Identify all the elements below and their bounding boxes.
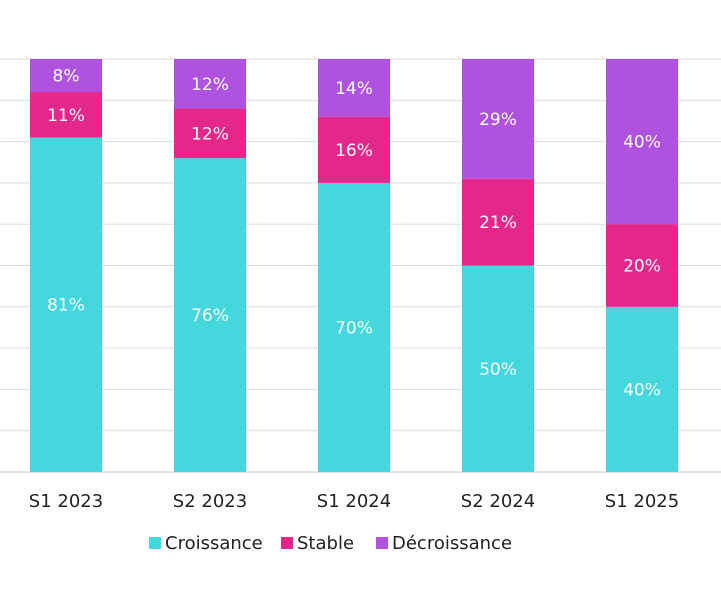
legend-item-croissance: Croissance — [149, 533, 263, 554]
bar-segment-décroissance — [318, 59, 390, 117]
category-tick-label: S2 2023 — [173, 491, 247, 512]
data-label: 76% — [191, 306, 229, 326]
data-label: 14% — [335, 79, 373, 99]
bar-segment-stable — [174, 108, 246, 159]
data-label: 12% — [191, 124, 229, 144]
data-label: 21% — [479, 213, 517, 233]
bar-segment-croissance — [30, 137, 102, 472]
legend: Croissance Stable Décroissance — [149, 533, 512, 554]
bar-segment-stable — [318, 116, 390, 183]
bar-segment-décroissance — [462, 59, 534, 179]
legend-swatch — [376, 537, 388, 549]
data-label: 16% — [335, 141, 373, 161]
data-label: 12% — [191, 75, 229, 95]
legend-item-décroissance: Décroissance — [376, 533, 512, 554]
legend-swatch — [149, 537, 161, 549]
data-label: 20% — [623, 257, 661, 277]
data-label: 70% — [335, 318, 373, 338]
legend-label: Stable — [297, 533, 354, 554]
bar-segment-croissance — [318, 182, 390, 472]
bar-segment-décroissance — [606, 59, 678, 225]
bar-segment-croissance — [174, 158, 246, 472]
bar-segment-décroissance — [30, 59, 102, 93]
legend-item-stable: Stable — [281, 533, 354, 554]
legend-label: Décroissance — [392, 533, 512, 554]
legend-swatch — [281, 537, 293, 549]
data-label: 29% — [479, 110, 517, 130]
bar-segment-stable — [606, 224, 678, 307]
bars — [30, 59, 678, 472]
bar-segment-décroissance — [174, 59, 246, 109]
data-label: 50% — [479, 360, 517, 380]
bar-segment-croissance — [462, 265, 534, 472]
category-tick-label: S2 2024 — [461, 491, 535, 512]
data-label: 40% — [623, 133, 661, 153]
data-label: 8% — [53, 67, 80, 87]
data-label: 40% — [623, 380, 661, 400]
category-tick-label: S1 2025 — [605, 491, 679, 512]
bar-segment-croissance — [606, 306, 678, 472]
category-tick-label: S1 2024 — [317, 491, 391, 512]
segment-labels: 81% 11% 8% 76% 12% 12% 70% 16% 14% 50% 21% 29% 40% 20… — [47, 67, 661, 401]
legend-label: Croissance — [165, 533, 263, 554]
data-label: 11% — [47, 106, 85, 126]
data-label: 81% — [47, 296, 85, 316]
category-labels: S1 2023 S2 2023 S1 2024 S2 2024 S1 2025 — [29, 491, 679, 512]
bar-segment-stable — [462, 178, 534, 266]
category-tick-label: S1 2023 — [29, 491, 103, 512]
bar-segment-stable — [30, 92, 102, 138]
